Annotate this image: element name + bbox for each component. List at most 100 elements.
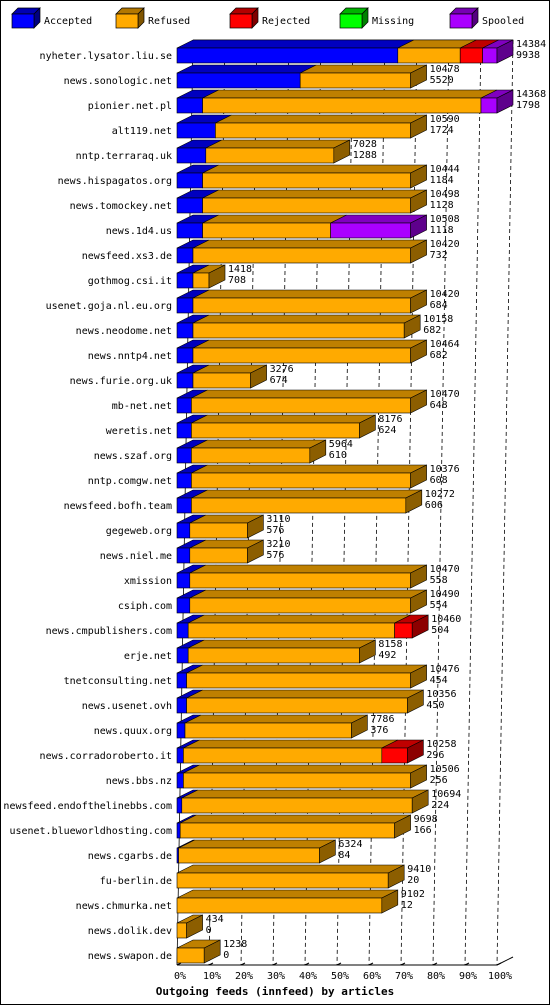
- total-label: 10508: [430, 214, 460, 225]
- y-label-tnetconsulting-net: tnetconsulting.net: [64, 676, 172, 687]
- y-label-gegeweb-org: gegeweb.org: [106, 526, 172, 537]
- bar-row: [176, 564, 427, 589]
- accepted-count-label: 12: [401, 900, 413, 911]
- bar-row: [176, 489, 423, 514]
- legend-swatch: [115, 13, 139, 29]
- total-label: 9102: [401, 889, 425, 900]
- bar-segment-accepted: [176, 472, 192, 489]
- bar-segment-refused-top: [183, 739, 398, 749]
- bar-segment-refused: [192, 297, 411, 314]
- legend-swatch: [339, 13, 363, 29]
- bar-side-face: [410, 64, 427, 89]
- bar-side-face: [309, 439, 327, 464]
- legend-label: Rejected: [262, 16, 310, 27]
- bar-side-face: [405, 489, 423, 514]
- gridline: [432, 39, 450, 966]
- bar-segment-refused: [179, 822, 395, 839]
- x-tick-label: 30%: [267, 971, 285, 982]
- accepted-count-label: 1288: [353, 150, 377, 161]
- legend-swatch: [11, 13, 35, 29]
- y-label-news-chmurka-net: news.chmurka.net: [76, 901, 172, 912]
- total-label: 3276: [270, 364, 294, 375]
- total-label: 10478: [430, 64, 460, 75]
- bar-segment-rejected: [459, 47, 483, 64]
- x-axis: 0% 10% 20% 30% 40% 50% 60% 70% 80% 90% 100%: [174, 962, 512, 982]
- accepted-count-label: 454: [430, 675, 448, 686]
- bar-row: [176, 514, 264, 539]
- bar-row: [176, 914, 203, 939]
- bar-segment-accepted: [176, 572, 191, 589]
- accepted-count-label: 606: [425, 500, 443, 511]
- bar-row: [176, 164, 427, 189]
- y-label-fu-berlin-de: fu-berlin.de: [100, 876, 172, 887]
- total-label: 10158: [423, 314, 453, 325]
- bar-side-face: [496, 89, 514, 114]
- total-label: 10490: [430, 589, 460, 600]
- bar-segment-accepted: [176, 797, 183, 814]
- bar-segment-refused: [299, 72, 411, 89]
- bar-segment-accepted-top: [176, 64, 317, 74]
- bar-segment-refused-top: [181, 789, 429, 799]
- x-tick: [368, 962, 374, 966]
- y-label-csiph-com: csiph.com: [118, 601, 172, 612]
- bar-side-face: [410, 764, 427, 789]
- bar-segment-refused-top: [180, 814, 411, 824]
- bar-row: [176, 64, 427, 89]
- total-label: 8176: [378, 414, 402, 425]
- bar-segment-refused: [189, 572, 411, 589]
- bar-segment-refused: [202, 172, 411, 189]
- bar-segment-refused-top: [189, 564, 427, 574]
- legend-item-accepted: Accepted: [11, 7, 92, 29]
- legend-label: Refused: [148, 16, 190, 27]
- bar-side-face: [410, 164, 427, 189]
- accepted-count-label: 492: [378, 650, 396, 661]
- bar-segment-rejected: [394, 622, 413, 639]
- bar-row: [176, 339, 427, 364]
- y-label-newsfeed-endofthelinebbs-com: newsfeed.endofthelinebbs.com: [3, 801, 172, 812]
- accepted-count-label: 376: [370, 725, 388, 736]
- bar-segment-refused: [189, 522, 248, 539]
- bar-side-face: [411, 614, 429, 639]
- legend-item-missing: Missing: [339, 7, 414, 29]
- bar-segment-refused-top: [192, 314, 421, 324]
- bar-row: [176, 439, 327, 464]
- x-tick-label: 20%: [235, 971, 253, 982]
- y-label-xmission: xmission: [124, 576, 172, 587]
- accepted-count-label: 1724: [430, 125, 454, 136]
- bar-row: [176, 289, 427, 314]
- total-label: 10464: [430, 339, 460, 350]
- bar-row: [176, 189, 427, 214]
- total-label: 10420: [430, 289, 460, 300]
- bar-row: [176, 764, 427, 789]
- total-label: 10590: [430, 114, 460, 125]
- bar-segment-accepted: [176, 647, 189, 664]
- bar-segment-refused: [202, 197, 411, 214]
- total-label: 10272: [425, 489, 455, 500]
- total-label: 9410: [407, 864, 431, 875]
- legend-label: Missing: [372, 16, 414, 27]
- x-tick: [208, 962, 214, 966]
- bar-segment-accepted: [176, 147, 207, 164]
- bar-segment-refused-top: [184, 714, 368, 724]
- bar-side-face: [410, 289, 427, 314]
- bar-side-face: [403, 314, 421, 339]
- bar-segment-accepted: [176, 722, 186, 739]
- bar-segment-accepted: [176, 172, 203, 189]
- y-label-nyheter-lysator-liu-se: nyheter.lysator.liu.se: [40, 51, 172, 62]
- y-label-news-cmpublishers-com: news.cmpublishers.com: [46, 626, 172, 637]
- bar-segment-accepted: [176, 672, 187, 689]
- bar-segment-refused-top: [176, 889, 398, 899]
- bar-segment-accepted: [176, 122, 216, 139]
- bar-segment-refused-top: [189, 589, 427, 599]
- chart-title: Outgoing feeds (innfeed) by articles: [156, 985, 394, 998]
- legend-label: Spooled: [482, 16, 524, 27]
- x-tick-label: 80%: [427, 971, 445, 982]
- bar-segment-accepted: [176, 747, 184, 764]
- y-label-alt119-net: alt119.net: [112, 126, 172, 137]
- y-label-nntp-terraraq-uk: nntp.terraraq.uk: [76, 151, 172, 162]
- bar-side-face: [410, 464, 427, 489]
- x-tick-label: 50%: [331, 971, 349, 982]
- total-label: 434: [206, 914, 224, 925]
